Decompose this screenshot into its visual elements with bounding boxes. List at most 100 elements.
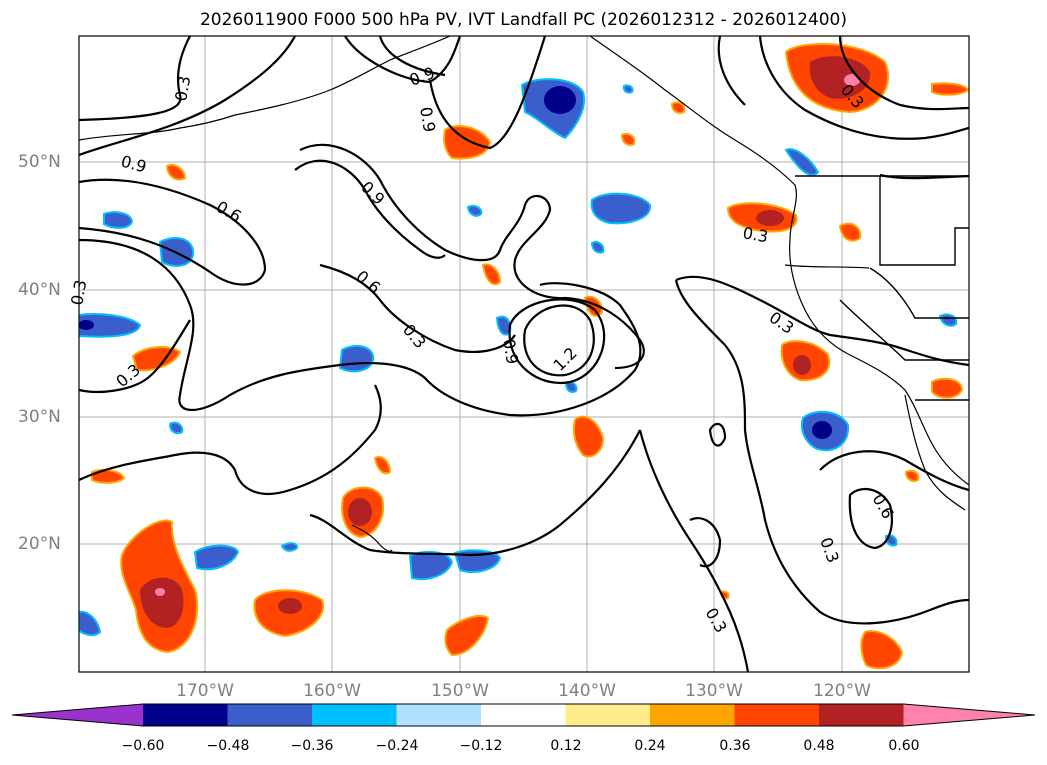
colorbar-segment [650,704,735,726]
border-states-2 [869,267,969,319]
colorbar-label: −0.36 [290,738,334,754]
lon-label-130w: 130°W [685,681,743,701]
contour-0.6-midocean [319,263,516,353]
contour-0.3-southwest [79,384,382,495]
coast-aleutians [79,36,451,141]
lon-label-140w: 140°W [558,681,616,701]
blob-pos-11 [860,630,904,670]
contour-0.3-east-loop [674,279,969,625]
contour-0.9-north [79,36,296,157]
lat-label-50n: 50°N [18,152,61,172]
blob-pos-13 [931,82,969,96]
colorbar-extend-low [12,704,143,726]
colorbar-segment [227,704,313,726]
blob-pos-10 [444,614,490,657]
contour-label: 0.3 [67,278,90,306]
contour-0.3-southeast [638,429,750,672]
contour-0.3-northwest [79,36,191,122]
contour-0.9-midocean [299,143,645,370]
blob-pos-3 [931,377,964,399]
colorbar-segment [565,704,651,726]
lat-label-30n: 30°N [18,407,61,427]
contour-0.3-baja [819,450,969,492]
blob-pos-12 [165,164,187,181]
contour-0.9-aleutian [344,36,462,84]
blob-pos-6 [481,263,502,286]
lon-label-120w: 120°W [813,681,871,701]
blob-neg-1 [590,192,652,225]
pv-contours [79,36,969,672]
blob-neg-3 [103,211,134,229]
blob-pos-oregon [726,202,798,233]
contour-0.9-alaska [717,36,746,106]
colorbar-segment [481,704,566,726]
contour-0.9-cutoff [508,298,606,385]
border-states-1 [879,176,969,266]
contour-0.3-central [79,238,642,417]
colorbar-label: −0.12 [459,738,503,754]
blob-pos-1 [443,125,492,160]
contour-0.6-west [79,178,267,286]
blob-pos-8 [373,456,392,475]
contour-0.9-gulf [428,36,547,150]
blob-pos-7 [572,415,605,458]
colorbar-label: 0.36 [719,738,751,754]
blob-pos-14 [620,133,636,146]
contour-1.2-cutoff [523,304,595,377]
blob-neg-15 [590,241,605,254]
contour-0.3-small [689,517,722,568]
colorbar-label: −0.48 [206,738,250,754]
lat-label-40n: 40°N [18,280,61,300]
map-frame-background [79,36,969,672]
colorbar-label: −0.60 [121,738,165,754]
contour-label: 0.3 [171,74,194,102]
colorbar-segment [819,704,904,726]
border-states-3 [839,299,969,361]
contour-0.9-inner [294,159,446,259]
coastlines [79,36,969,552]
colorbar-label: 0.60 [888,738,920,754]
lon-label-170w: 170°W [176,681,234,701]
lat-label-20n: 20°N [18,534,61,554]
contour-0.3-west-lower [79,319,191,394]
blob-neg-8 [193,544,240,571]
map-title: 2026011900 F000 500 hPa PV, IVT Landfall… [199,10,847,30]
colorbar-segment [734,704,820,726]
lon-label-150w: 150°W [431,681,489,701]
negative-ivt-blobs [79,78,958,637]
contour-0.6-baja [848,487,893,550]
blob-neg-14 [564,381,578,393]
blob-neg-12 [938,313,958,327]
contour-0.3-south-center [309,429,641,557]
coast-mexico [784,264,870,269]
coast-baja [904,394,966,511]
blob-pos-south-center [253,589,325,638]
colorbar-label: 0.24 [634,738,666,754]
blob-pos-16 [670,101,686,114]
blob-pos-2 [838,222,862,242]
blob-neg-gulf-alaska [520,78,586,140]
lon-label-160w: 160°W [303,681,361,701]
colorbar [11,703,1036,727]
country-borders [795,175,969,401]
colorbar-label: 0.48 [803,738,835,754]
coast-hawaii [351,524,393,552]
colorbar-label: −0.24 [375,738,419,754]
colorbar-label: 0.12 [550,738,582,754]
blob-neg-11 [79,610,102,637]
blob-neg-baja [800,410,850,452]
contour-0.3-northeast-inner [838,36,969,111]
blob-neg-7 [784,148,820,177]
blob-pos-15 [904,469,920,482]
blob-neg-13 [168,421,184,435]
contour-0.3-island [708,422,727,447]
blob-neg-9 [408,550,454,581]
blob-pos-southwest-large [120,519,199,654]
colorbar-outline [11,703,1036,727]
blob-pos-socal [780,340,831,382]
colorbar-extend-high [903,704,1035,726]
contour-label: 0.9 [499,337,522,365]
contour-0.3-northeast [758,36,969,140]
blob-neg-west-edge [79,313,142,338]
